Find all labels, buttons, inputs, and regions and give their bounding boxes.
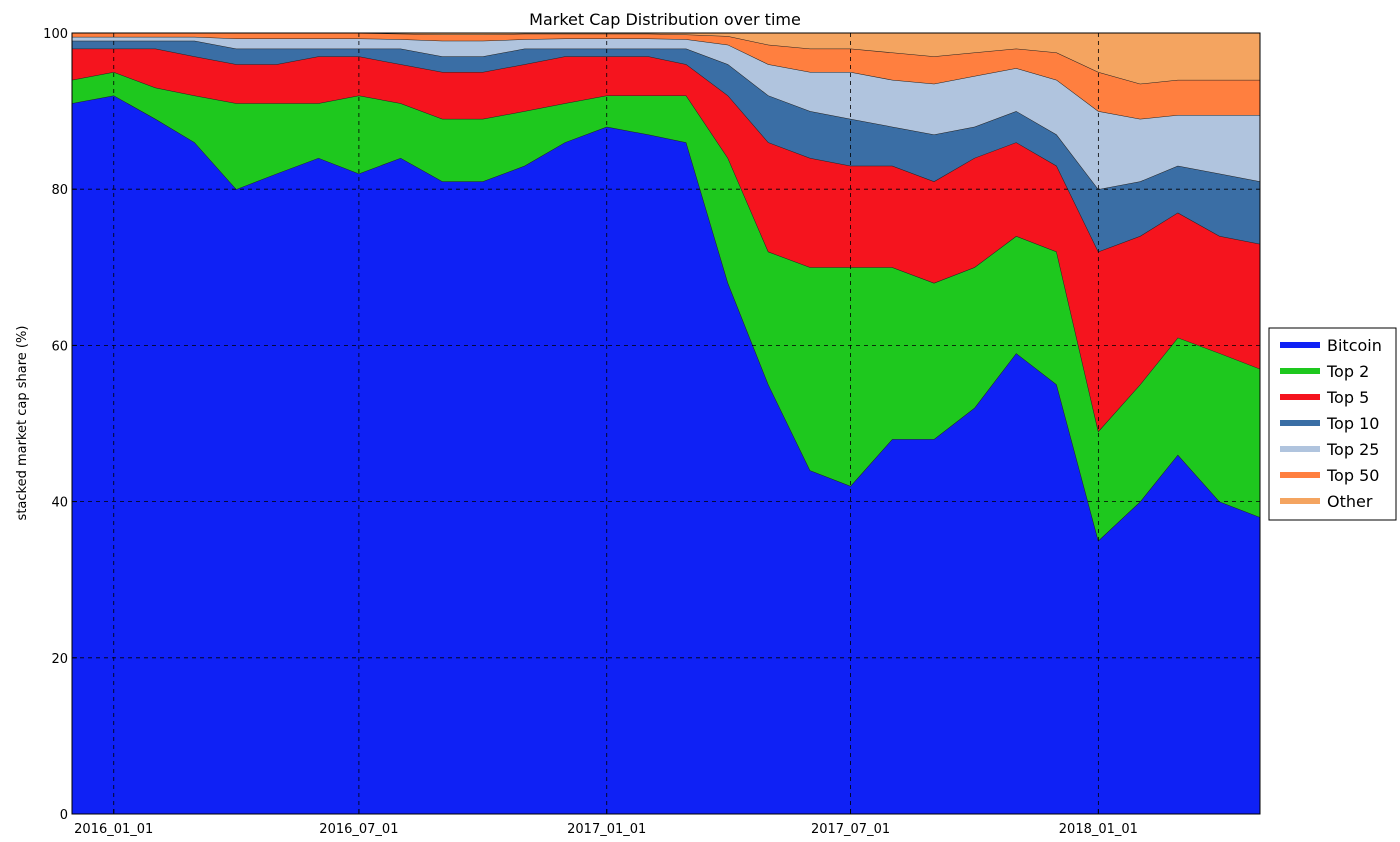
area-top-25 (72, 36, 1260, 190)
legend-label-other: Other (1327, 492, 1373, 511)
chart-title: Market Cap Distribution over time (529, 10, 801, 29)
x-tick-label: 2017_07_01 (811, 822, 890, 837)
legend-swatch-top-2 (1280, 368, 1320, 374)
area-top-5 (72, 48, 1260, 432)
area-other (72, 33, 1260, 84)
grid-lines (72, 33, 1260, 814)
legend-label-top-10: Top 10 (1326, 414, 1379, 433)
legend-swatch-top-50 (1280, 472, 1320, 478)
legend-label-top-2: Top 2 (1326, 362, 1369, 381)
area-top-50 (72, 33, 1260, 119)
y-tick-label: 60 (51, 339, 68, 354)
legend-label-top-5: Top 5 (1326, 388, 1369, 407)
legend-swatch-top-5 (1280, 394, 1320, 400)
area-bitcoin (72, 95, 1260, 815)
y-tick-label: 100 (43, 27, 68, 42)
legend-label-top-50: Top 50 (1326, 466, 1379, 485)
x-tick-label: 2018_01_01 (1059, 822, 1138, 837)
area-top-2 (72, 72, 1260, 541)
x-tick-label: 2016_01_01 (74, 822, 153, 837)
legend-swatch-top-10 (1280, 420, 1320, 426)
y-axis-ticks: 0 20 40 60 80 100 (43, 27, 77, 823)
area-top-10 (72, 40, 1260, 252)
legend-swatch-bitcoin (1280, 342, 1320, 348)
plot-frame (71, 32, 1261, 815)
legend-label-top-25: Top 25 (1326, 440, 1379, 459)
legend-label-bitcoin: Bitcoin (1327, 336, 1382, 355)
y-axis-label: stacked market cap share (%) (15, 326, 30, 521)
y-tick-label: 0 (60, 808, 68, 823)
legend-swatch-top-25 (1280, 446, 1320, 452)
legend: Bitcoin Top 2 Top 5 Top 10 Top 25 Top 50 Other (1268, 327, 1397, 521)
legend-swatch-other (1280, 498, 1320, 504)
y-tick-label: 20 (51, 652, 68, 667)
x-tick-label: 2016_07_01 (319, 822, 398, 837)
x-tick-label: 2017_01_01 (567, 822, 646, 837)
stacked-areas (71, 32, 1261, 815)
y-tick-label: 40 (51, 496, 68, 511)
y-tick-label: 80 (51, 183, 68, 198)
x-axis-ticks: 2016_01_01 2016_07_01 2017_01_01 2017_07_01… (74, 809, 1138, 837)
